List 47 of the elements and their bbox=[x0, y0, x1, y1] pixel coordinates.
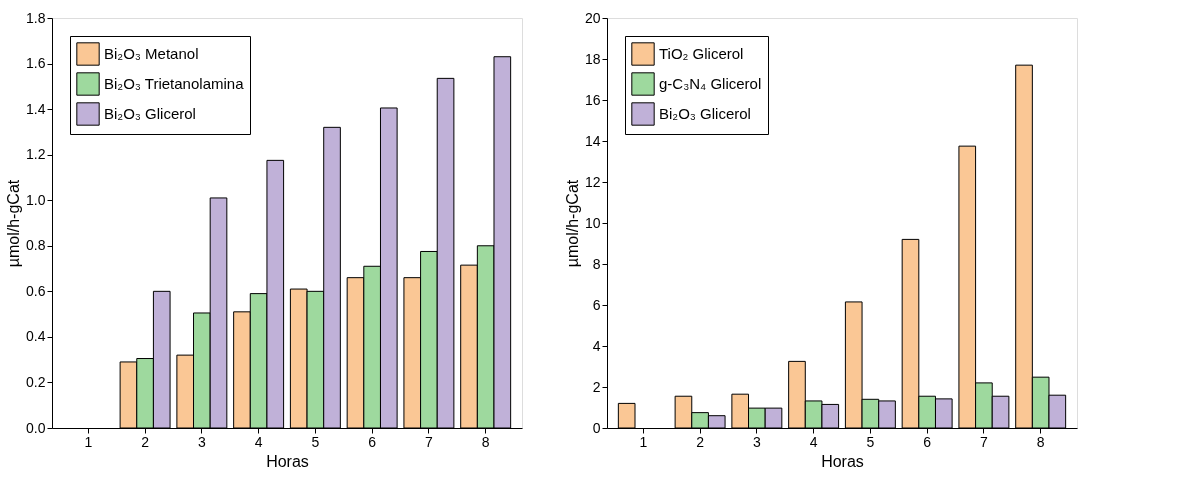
legend-label: Bi₂O₃ Trietanolamina bbox=[104, 75, 245, 92]
x-tick-label: 4 bbox=[254, 433, 263, 450]
y-tick-label: 6 bbox=[592, 296, 601, 313]
y-tick-label: 0.2 bbox=[26, 373, 46, 390]
x-tick-label: 2 bbox=[141, 433, 150, 450]
x-tick-label: 2 bbox=[696, 433, 705, 450]
x-tick-label: 7 bbox=[980, 433, 989, 450]
x-tick-label: 4 bbox=[809, 433, 818, 450]
y-tick-label: 1.6 bbox=[26, 55, 46, 72]
y-tick-label: 4 bbox=[592, 337, 601, 354]
y-tick-label: 0 bbox=[592, 419, 601, 436]
x-tick-label: 3 bbox=[197, 433, 206, 450]
y-tick-label: 0.8 bbox=[26, 237, 46, 254]
y-tick-label: 1.0 bbox=[26, 191, 46, 208]
legend-label: TiO₂ Glicerol bbox=[659, 45, 744, 62]
y-tick-label: 0.0 bbox=[26, 419, 46, 436]
x-tick-label: 8 bbox=[1036, 433, 1045, 450]
y-tick-label: 18 bbox=[584, 50, 601, 67]
y-tick-label: 2 bbox=[592, 378, 601, 395]
y-tick-label: 0.4 bbox=[26, 328, 46, 345]
y-tick-label: 1.8 bbox=[26, 9, 46, 26]
legend-label: Bi₂O₃ Glicerol bbox=[659, 105, 751, 122]
x-tick-label: 6 bbox=[368, 433, 377, 450]
y-tick-label: 12 bbox=[584, 173, 601, 190]
y-tick-label: 0.6 bbox=[26, 282, 46, 299]
x-tick-label: 1 bbox=[84, 433, 93, 450]
x-tick-label: 3 bbox=[752, 433, 761, 450]
x-tick-label: 8 bbox=[481, 433, 490, 450]
y-tick-label: 20 bbox=[584, 9, 601, 26]
legend-label: Bi₂O₃ Metanol bbox=[104, 45, 199, 62]
x-axis-title: Horas bbox=[821, 452, 864, 470]
x-tick-label: 5 bbox=[311, 433, 320, 450]
y-tick-label: 14 bbox=[584, 132, 601, 149]
x-tick-label: 7 bbox=[425, 433, 434, 450]
y-axis-title: µmol/h-gCat bbox=[5, 179, 23, 268]
legend-label: Bi₂O₃ Glicerol bbox=[104, 105, 196, 122]
y-tick-label: 10 bbox=[584, 214, 601, 231]
x-axis-title: Horas bbox=[266, 452, 309, 470]
x-tick-label: 6 bbox=[923, 433, 932, 450]
x-tick-label: 5 bbox=[866, 433, 875, 450]
y-axis-title: µmol/h-gCat bbox=[563, 179, 581, 268]
x-tick-label: 1 bbox=[639, 433, 648, 450]
y-tick-label: 1.2 bbox=[26, 146, 46, 163]
y-tick-label: 16 bbox=[584, 91, 601, 108]
y-tick-label: 8 bbox=[592, 255, 601, 272]
y-tick-label: 1.4 bbox=[26, 100, 46, 117]
legend-label: g-C₃N₄ Glicerol bbox=[659, 75, 762, 92]
